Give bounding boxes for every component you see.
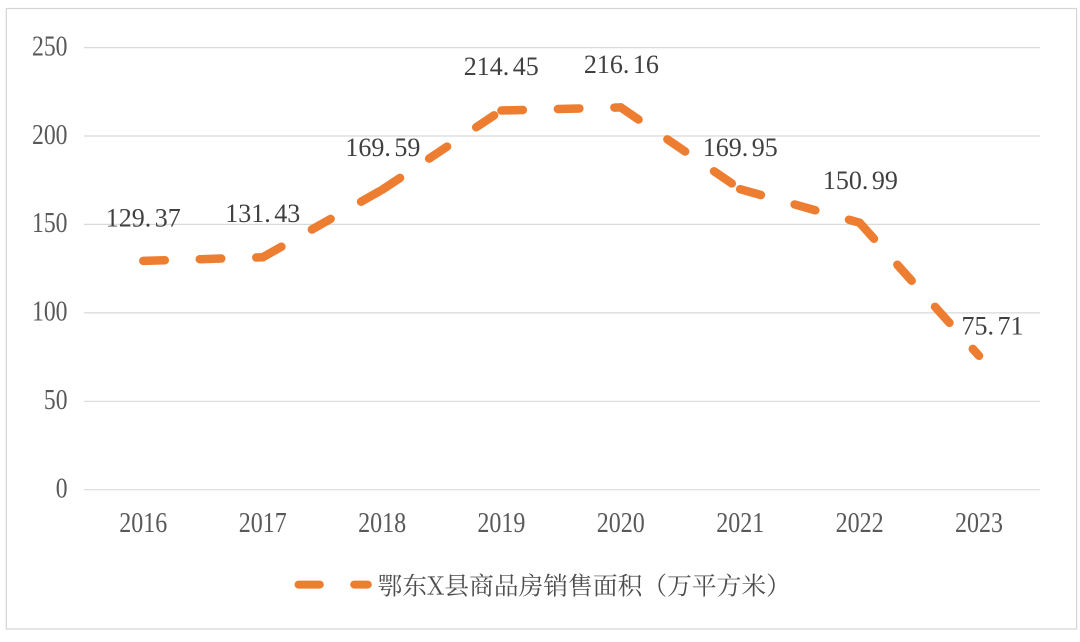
- svg-text:150.99: 150. 99: [823, 166, 898, 195]
- svg-text:169.95: 169. 95: [703, 133, 778, 162]
- svg-text:2023: 2023: [955, 508, 1003, 539]
- svg-text:2022: 2022: [836, 508, 884, 539]
- svg-text:131.43: 131. 43: [225, 199, 300, 228]
- svg-text:0: 0: [56, 474, 68, 505]
- svg-text:50: 50: [44, 385, 68, 416]
- svg-text:214.45: 214. 45: [464, 52, 539, 81]
- svg-text:150: 150: [32, 208, 68, 239]
- svg-text:100: 100: [32, 297, 68, 328]
- svg-text:2018: 2018: [358, 508, 406, 539]
- svg-text:129.37: 129. 37: [106, 203, 181, 232]
- svg-text:169.59: 169. 59: [345, 133, 420, 162]
- svg-text:2019: 2019: [477, 508, 525, 539]
- svg-text:250: 250: [32, 31, 68, 62]
- svg-text:2020: 2020: [597, 508, 645, 539]
- svg-text:2017: 2017: [239, 508, 287, 539]
- svg-text:216.16: 216. 16: [584, 50, 659, 79]
- svg-text:2016: 2016: [119, 508, 167, 539]
- svg-text:75.71: 75. 71: [962, 311, 1024, 340]
- svg-text:2021: 2021: [716, 508, 764, 539]
- svg-text:200: 200: [32, 120, 68, 151]
